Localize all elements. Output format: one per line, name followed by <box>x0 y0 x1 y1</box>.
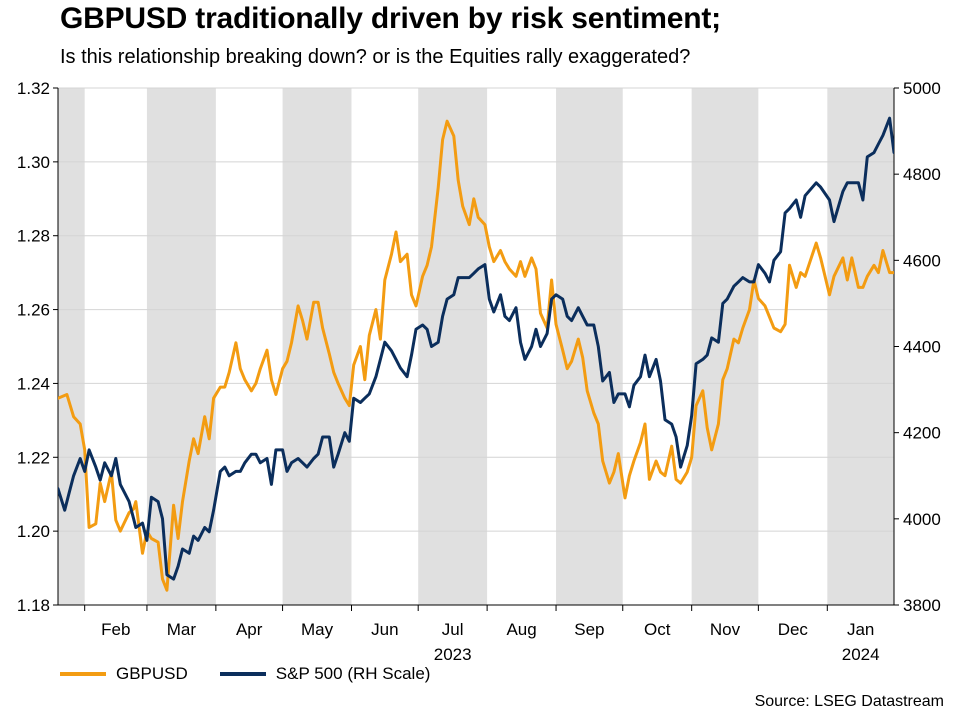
x-tick-label: Oct <box>644 620 671 639</box>
x-year-label: 2023 <box>434 645 472 664</box>
right-tick-label: 3800 <box>903 596 941 615</box>
month-shade <box>58 88 85 605</box>
month-shade <box>556 88 623 605</box>
x-tick-label: Apr <box>236 620 263 639</box>
x-tick-label: Mar <box>167 620 197 639</box>
x-tick-label: Nov <box>710 620 741 639</box>
right-tick-label: 4000 <box>903 510 941 529</box>
left-tick-label: 1.22 <box>17 448 50 467</box>
left-tick-label: 1.18 <box>17 596 50 615</box>
left-tick-label: 1.30 <box>17 153 50 172</box>
x-tick-label: Sep <box>574 620 604 639</box>
left-tick-label: 1.20 <box>17 522 50 541</box>
right-tick-label: 5000 <box>903 79 941 98</box>
month-shade <box>691 88 759 605</box>
legend-item-spx: S&P 500 (RH Scale) <box>219 664 431 684</box>
chart-subtitle: Is this relationship breaking down? or i… <box>60 46 691 68</box>
x-tick-label: Feb <box>101 620 130 639</box>
x-tick-label: Aug <box>506 620 536 639</box>
month-shade <box>282 88 352 605</box>
left-tick-label: 1.24 <box>17 374 50 393</box>
source-note: Source: LSEG Datastream <box>754 693 944 710</box>
legend: GBPUSD S&P 500 (RH Scale) <box>60 664 462 684</box>
x-tick-label: Jan <box>847 620 874 639</box>
x-tick-label: Dec <box>778 620 809 639</box>
right-tick-label: 4600 <box>903 251 941 270</box>
x-tick-label: Jun <box>371 620 398 639</box>
legend-label-spx: S&P 500 (RH Scale) <box>275 664 431 683</box>
right-tick-label: 4800 <box>903 165 941 184</box>
series-line-spx <box>58 116 894 581</box>
left-tick-label: 1.26 <box>17 301 50 320</box>
x-tick-label: May <box>301 620 334 639</box>
left-tick-label: 1.32 <box>17 79 50 98</box>
x-year-label: 2024 <box>842 645 880 664</box>
x-tick-label: Jul <box>442 620 464 639</box>
right-tick-label: 4200 <box>903 424 941 443</box>
legend-item-gbpusd: GBPUSD <box>60 664 188 684</box>
right-tick-label: 4400 <box>903 338 941 357</box>
legend-swatch-gbpusd <box>60 672 106 676</box>
month-shade <box>827 88 894 605</box>
month-shade <box>418 88 488 605</box>
left-tick-label: 1.28 <box>17 227 50 246</box>
legend-swatch-spx <box>219 672 266 676</box>
series-line-gbpusd <box>58 119 894 592</box>
chart-title: GBPUSD traditionally driven by risk sent… <box>60 2 721 35</box>
legend-label-gbpusd: GBPUSD <box>116 664 188 683</box>
